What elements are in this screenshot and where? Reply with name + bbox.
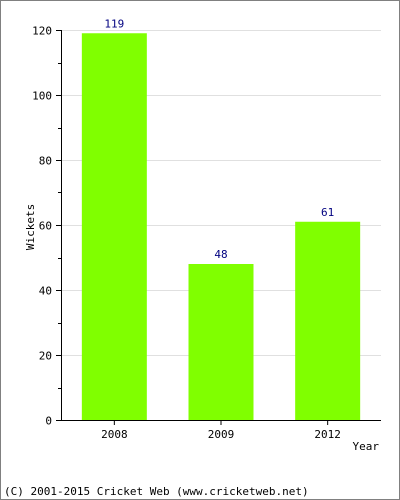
bar <box>81 33 147 420</box>
y-tick-label: 20 <box>39 350 52 363</box>
y-tick-label: 0 <box>45 415 52 428</box>
data-label: 48 <box>214 248 227 261</box>
bar <box>188 264 254 420</box>
y-axis-title: Wickets <box>24 204 37 250</box>
y-tick-label: 120 <box>32 25 52 38</box>
x-axis: 2008 2009 2012 <box>61 420 381 441</box>
x-tick-label: 2012 <box>314 428 341 441</box>
value-labels: 119 48 61 <box>104 17 334 261</box>
data-label: 119 <box>104 17 124 30</box>
y-tick-label: 80 <box>39 155 52 168</box>
y-axis: 0 20 40 60 80 100 120 <box>32 25 62 428</box>
x-axis-title: Year <box>353 440 380 453</box>
y-tick-label: 100 <box>32 90 52 103</box>
x-tick-label: 2009 <box>208 428 235 441</box>
plot-area: 119 48 61 0 20 40 60 80 100 120 2008 2009 2012 <box>32 17 381 441</box>
bars <box>81 33 361 420</box>
data-label: 61 <box>321 206 334 219</box>
bar <box>295 221 361 420</box>
copyright-text: (C) 2001-2015 Cricket Web (www.cricketwe… <box>4 485 309 498</box>
y-tick-label: 60 <box>39 220 52 233</box>
x-tick-label: 2008 <box>101 428 128 441</box>
y-tick-label: 40 <box>39 285 52 298</box>
